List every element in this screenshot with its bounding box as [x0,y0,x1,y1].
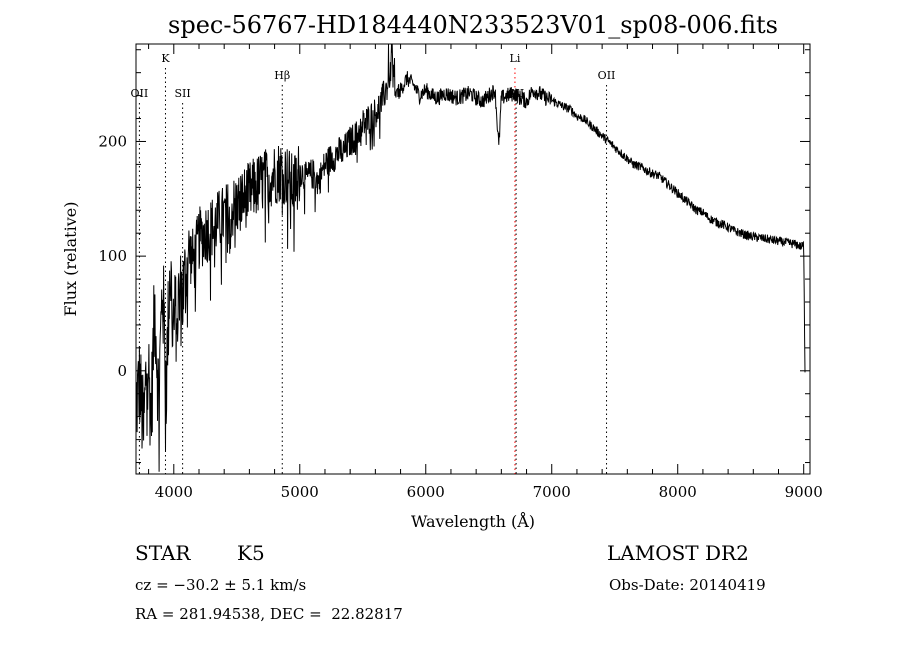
spectral-line-label: OII [131,87,149,100]
spectral-line-label: Li [510,52,521,65]
spectral-line-label: K [161,52,170,65]
x-axis-label: Wavelength (Å) [411,511,535,531]
spectral-line-label: SII [174,87,190,100]
chart-title: spec-56767-HD184440N233523V01_sp08-006.f… [168,11,778,39]
x-tick-label: 6000 [407,483,445,501]
y-axis-label: Flux (relative) [61,202,80,317]
survey-label: LAMOST DR2 [607,541,749,565]
x-tick-label: 4000 [155,483,193,501]
object-class: STAR [135,541,191,565]
y-tick-label: 200 [98,132,127,150]
x-tick-label: 9000 [785,483,823,501]
spectral-line-label: OII [598,69,616,82]
spectral-line-label: Hβ [274,69,290,82]
x-tick-label: 8000 [659,483,697,501]
x-tick-label: 5000 [281,483,319,501]
coordinates: RA = 281.94538, DEC = 22.82817 [135,605,403,623]
redshift-text: cz = −30.2 ± 5.1 km/s [135,576,307,594]
obs-date: Obs-Date: 20140419 [609,576,766,594]
spectrum-line [135,43,806,472]
plot-frame [135,43,811,475]
x-tick-label: 7000 [533,483,571,501]
object-subclass: K5 [237,541,265,565]
y-tick-label: 100 [98,247,127,265]
y-tick-label: 0 [117,362,127,380]
